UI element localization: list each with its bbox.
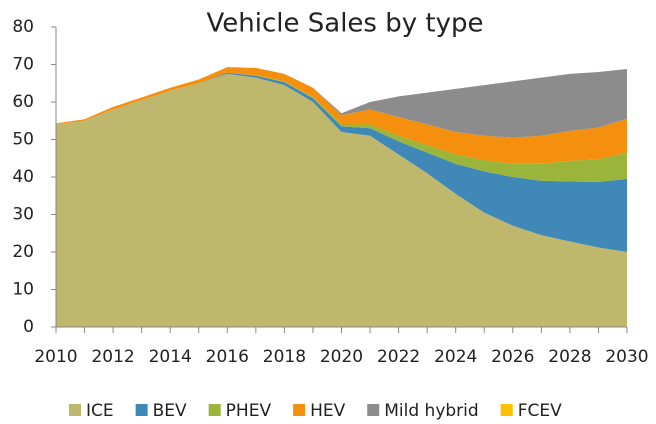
x-tick-label: 2016 <box>206 347 249 367</box>
y-tick-label: 30 <box>12 205 34 225</box>
y-tick-label: 0 <box>23 317 34 337</box>
area <box>56 73 627 327</box>
y-tick-label: 50 <box>12 130 34 150</box>
x-tick-label: 2024 <box>434 347 477 367</box>
area <box>56 67 627 164</box>
x-tick-label: 2010 <box>34 347 77 367</box>
areas <box>56 67 627 327</box>
y-tick-label: 70 <box>12 55 34 75</box>
x-tick-label: 2030 <box>605 347 648 367</box>
legend-label: FCEV <box>518 401 562 421</box>
legend-swatch <box>135 404 148 416</box>
chart-title: Vehicle Sales by type <box>207 9 484 39</box>
area <box>56 67 627 138</box>
y-tick-label: 10 <box>12 280 34 300</box>
x-tick-label: 2026 <box>491 347 534 367</box>
legend-swatch <box>367 404 380 416</box>
legend-swatch <box>69 404 81 416</box>
x-tick-label: 2014 <box>149 347 192 367</box>
legend-label: PHEV <box>226 401 272 421</box>
y-tick-label: 40 <box>12 167 34 187</box>
legend-label: ICE <box>86 401 114 421</box>
legend-swatch <box>293 404 306 416</box>
area <box>56 72 627 252</box>
x-tick-label: 2028 <box>548 347 591 367</box>
legend-label: Mild hybrid <box>384 401 478 421</box>
area <box>56 72 627 182</box>
legend-swatch <box>500 404 513 416</box>
x-tick-label: 2020 <box>320 347 363 367</box>
legend-label: BEV <box>153 401 187 421</box>
x-tick-label: 2012 <box>91 347 134 367</box>
legend-label: HEV <box>310 401 346 421</box>
y-tick-label: 20 <box>12 242 34 262</box>
y-tick-label: 60 <box>12 92 34 112</box>
x-tick-label: 2022 <box>377 347 420 367</box>
x-tick-label: 2018 <box>263 347 306 367</box>
legend-swatch <box>208 404 221 416</box>
y-tick-label: 80 <box>12 17 34 37</box>
